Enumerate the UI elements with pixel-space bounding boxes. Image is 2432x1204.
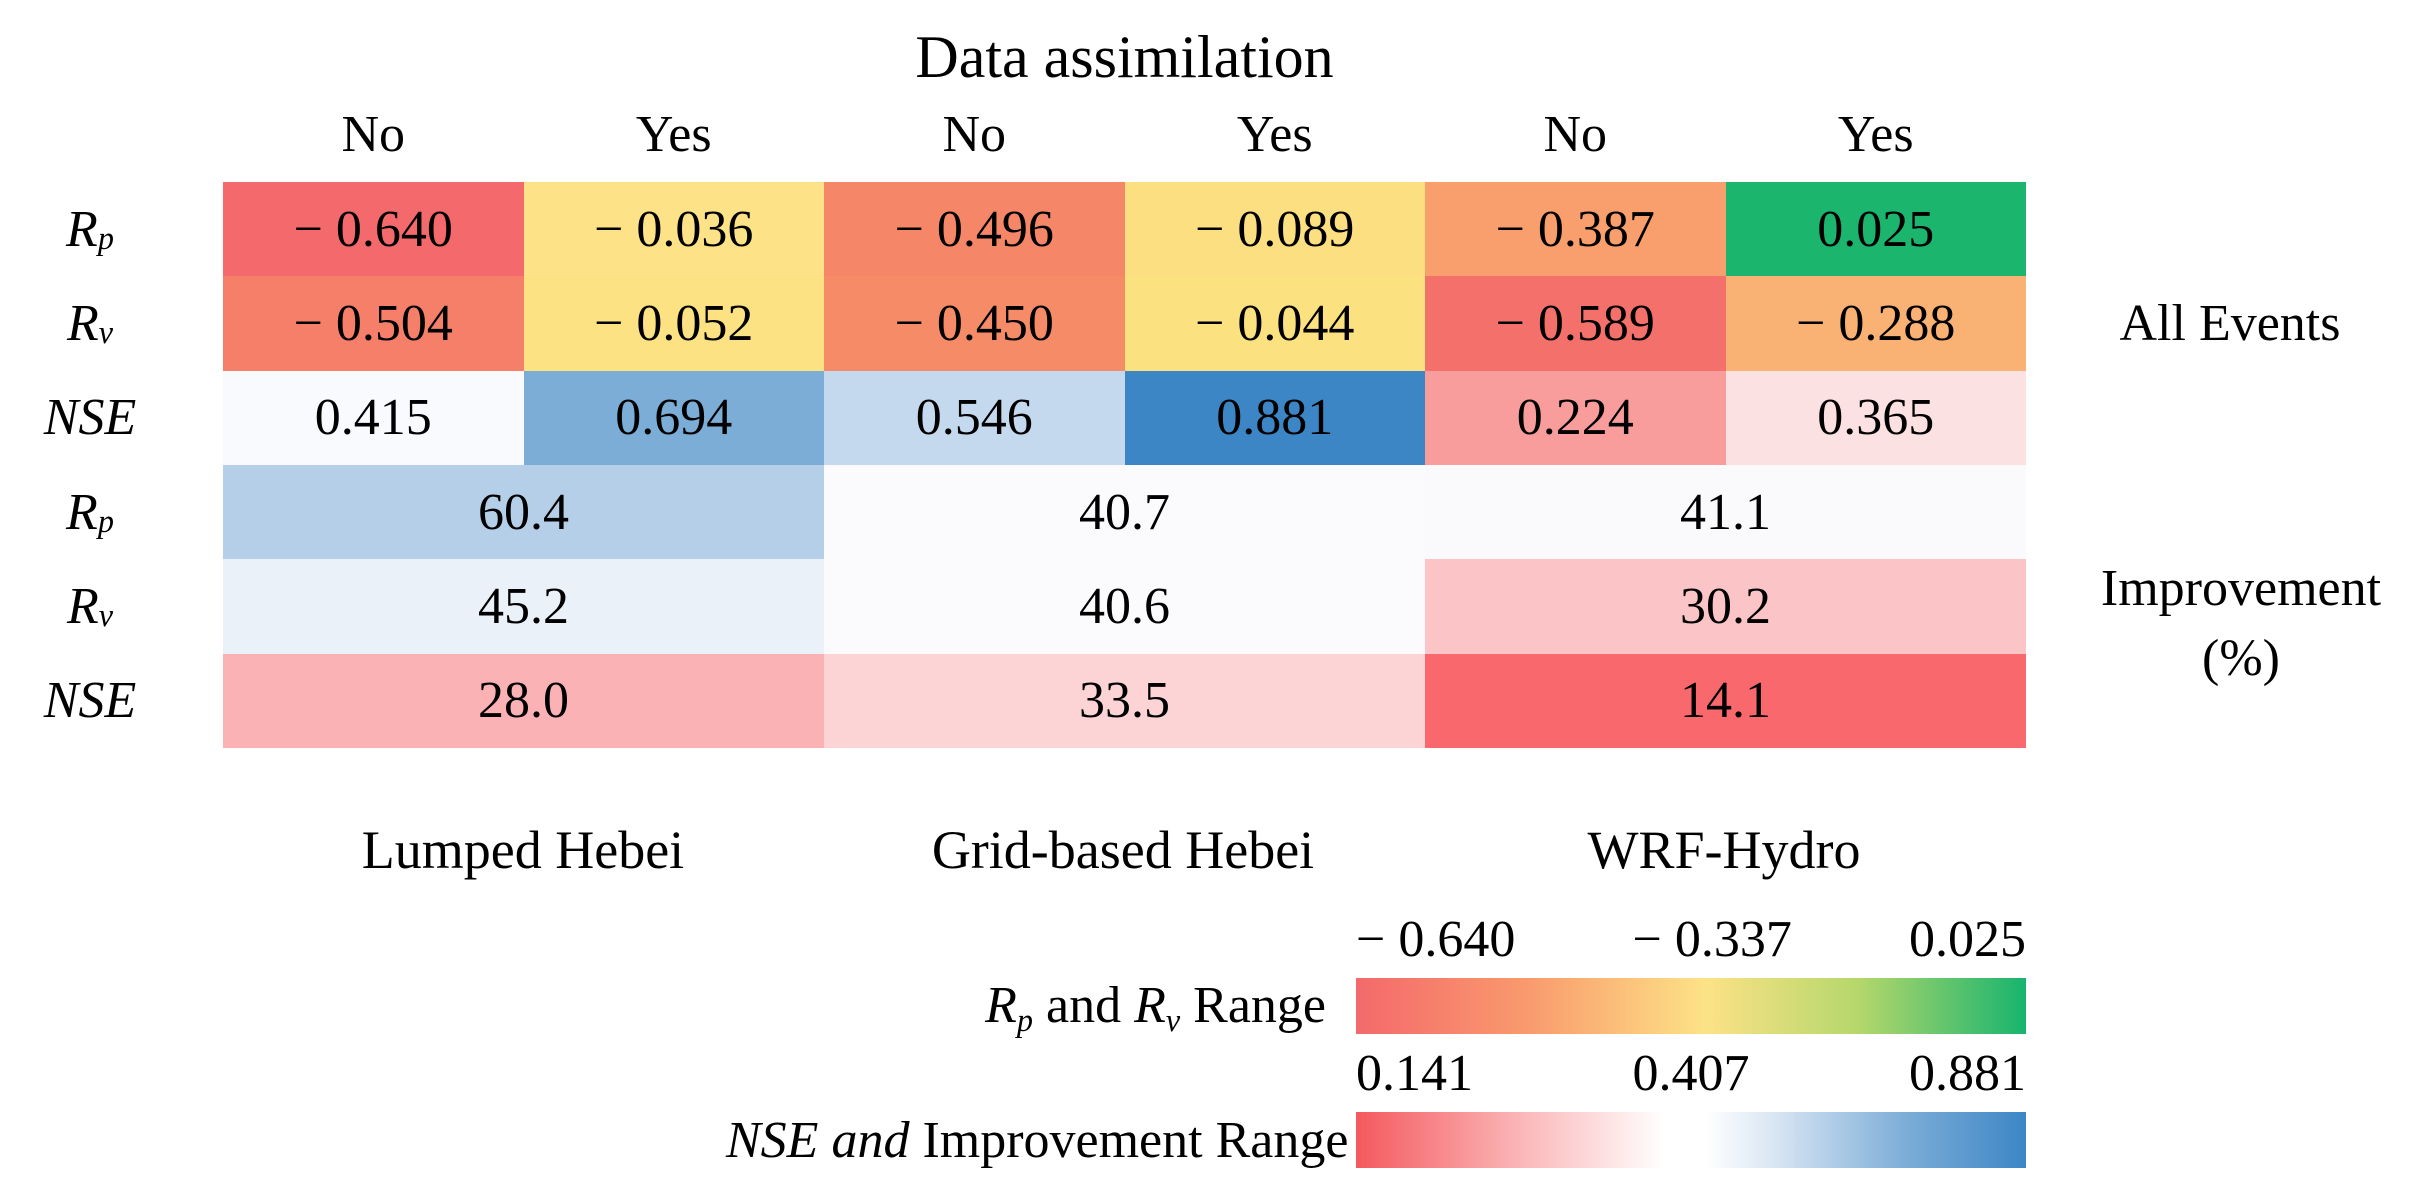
row-label-nse: NSE — [43, 389, 137, 447]
model-label-lumped-hebei: Lumped Hebei — [361, 820, 685, 880]
heatmap-cell: − 0.288 — [1725, 276, 2026, 371]
heatmap-cell: − 0.589 — [1425, 276, 1726, 371]
da-header: No — [1543, 106, 1608, 163]
heatmap-cell: − 0.450 — [824, 276, 1125, 371]
colorbar-ticks-nse-improvement: 0.141 0.407 0.881 — [1356, 1046, 2026, 1102]
colorbar-ticks-rp-rv: − 0.640 − 0.337 0.025 — [1356, 912, 2026, 968]
model-label-grid-based-hebei: Grid-based Hebei — [931, 820, 1315, 880]
heatmap-cell: 0.694 — [523, 370, 824, 465]
heatmap-cell: 0.025 — [1725, 182, 2026, 277]
improvement-cell: 28.0 — [223, 653, 824, 748]
da-header: Yes — [1837, 106, 1914, 163]
colorbar-nse-improvement-range — [1356, 1112, 2026, 1168]
improvement-cell: 33.5 — [824, 653, 1425, 748]
improvement-cell: 40.7 — [824, 464, 1425, 560]
da-header-row: No Yes No Yes No Yes — [223, 98, 2026, 172]
group-label-improvement-unit: (%) — [2202, 630, 2280, 687]
figure-title: Data assimilation — [915, 24, 1334, 90]
improvement-cell: 40.6 — [824, 559, 1425, 654]
legend-label-rp-rv-range: Rp and Rv Range — [985, 977, 1326, 1039]
colorbar-tick-max: 0.881 — [1909, 1045, 2026, 1102]
colorbar-tick-max: 0.025 — [1909, 911, 2026, 968]
heatmap-cell: − 0.504 — [223, 276, 524, 371]
heatmap-cell: 0.881 — [1124, 370, 1425, 465]
improvement-cell: 60.4 — [223, 464, 824, 560]
model-label-wrf-hydro: WRF-Hydro — [1587, 820, 1861, 880]
improvement-cell: 14.1 — [1425, 653, 2026, 748]
colorbar-tick-min: 0.141 — [1356, 1045, 1473, 1102]
heatmap-cell: − 0.496 — [824, 182, 1125, 277]
heatmap-cell: 0.224 — [1425, 370, 1726, 465]
heatmap-cell: − 0.044 — [1124, 276, 1425, 371]
legend-label-nse-improvement-range: NSE and Improvement Range — [726, 1112, 1349, 1169]
da-header: Yes — [1236, 106, 1313, 163]
heatmap-cell: − 0.052 — [523, 276, 824, 371]
heatmap-cell: 0.546 — [824, 370, 1125, 465]
heatmap-cell: 0.365 — [1725, 370, 2026, 465]
group-label-all-events: All Events — [2119, 295, 2341, 352]
improvement-cell: 41.1 — [1425, 464, 2026, 560]
heatmap-cell: − 0.387 — [1425, 182, 1726, 277]
row-label-nse-improvement: NSE — [43, 672, 137, 730]
da-header: No — [341, 106, 406, 163]
heatmap-cell: − 0.089 — [1124, 182, 1425, 277]
colorbar-rp-rv-range — [1356, 978, 2026, 1034]
improvement-cell: 30.2 — [1425, 559, 2026, 654]
colorbar-tick-mid: − 0.337 — [1632, 911, 1792, 968]
heatmap-cell: − 0.036 — [523, 182, 824, 277]
improvement-cell: 45.2 — [223, 559, 824, 654]
heatmap-cell: − 0.640 — [223, 182, 524, 277]
group-label-improvement: Improvement — [2100, 560, 2382, 617]
da-header: No — [942, 106, 1007, 163]
da-header: Yes — [635, 106, 712, 163]
colorbar-tick-min: − 0.640 — [1356, 911, 1516, 968]
heatmap-grid: − 0.640 − 0.036 − 0.496 − 0.089 − 0.387 … — [223, 182, 2026, 748]
colorbar-tick-mid: 0.407 — [1632, 1045, 1750, 1102]
heatmap-cell: 0.415 — [223, 370, 524, 465]
